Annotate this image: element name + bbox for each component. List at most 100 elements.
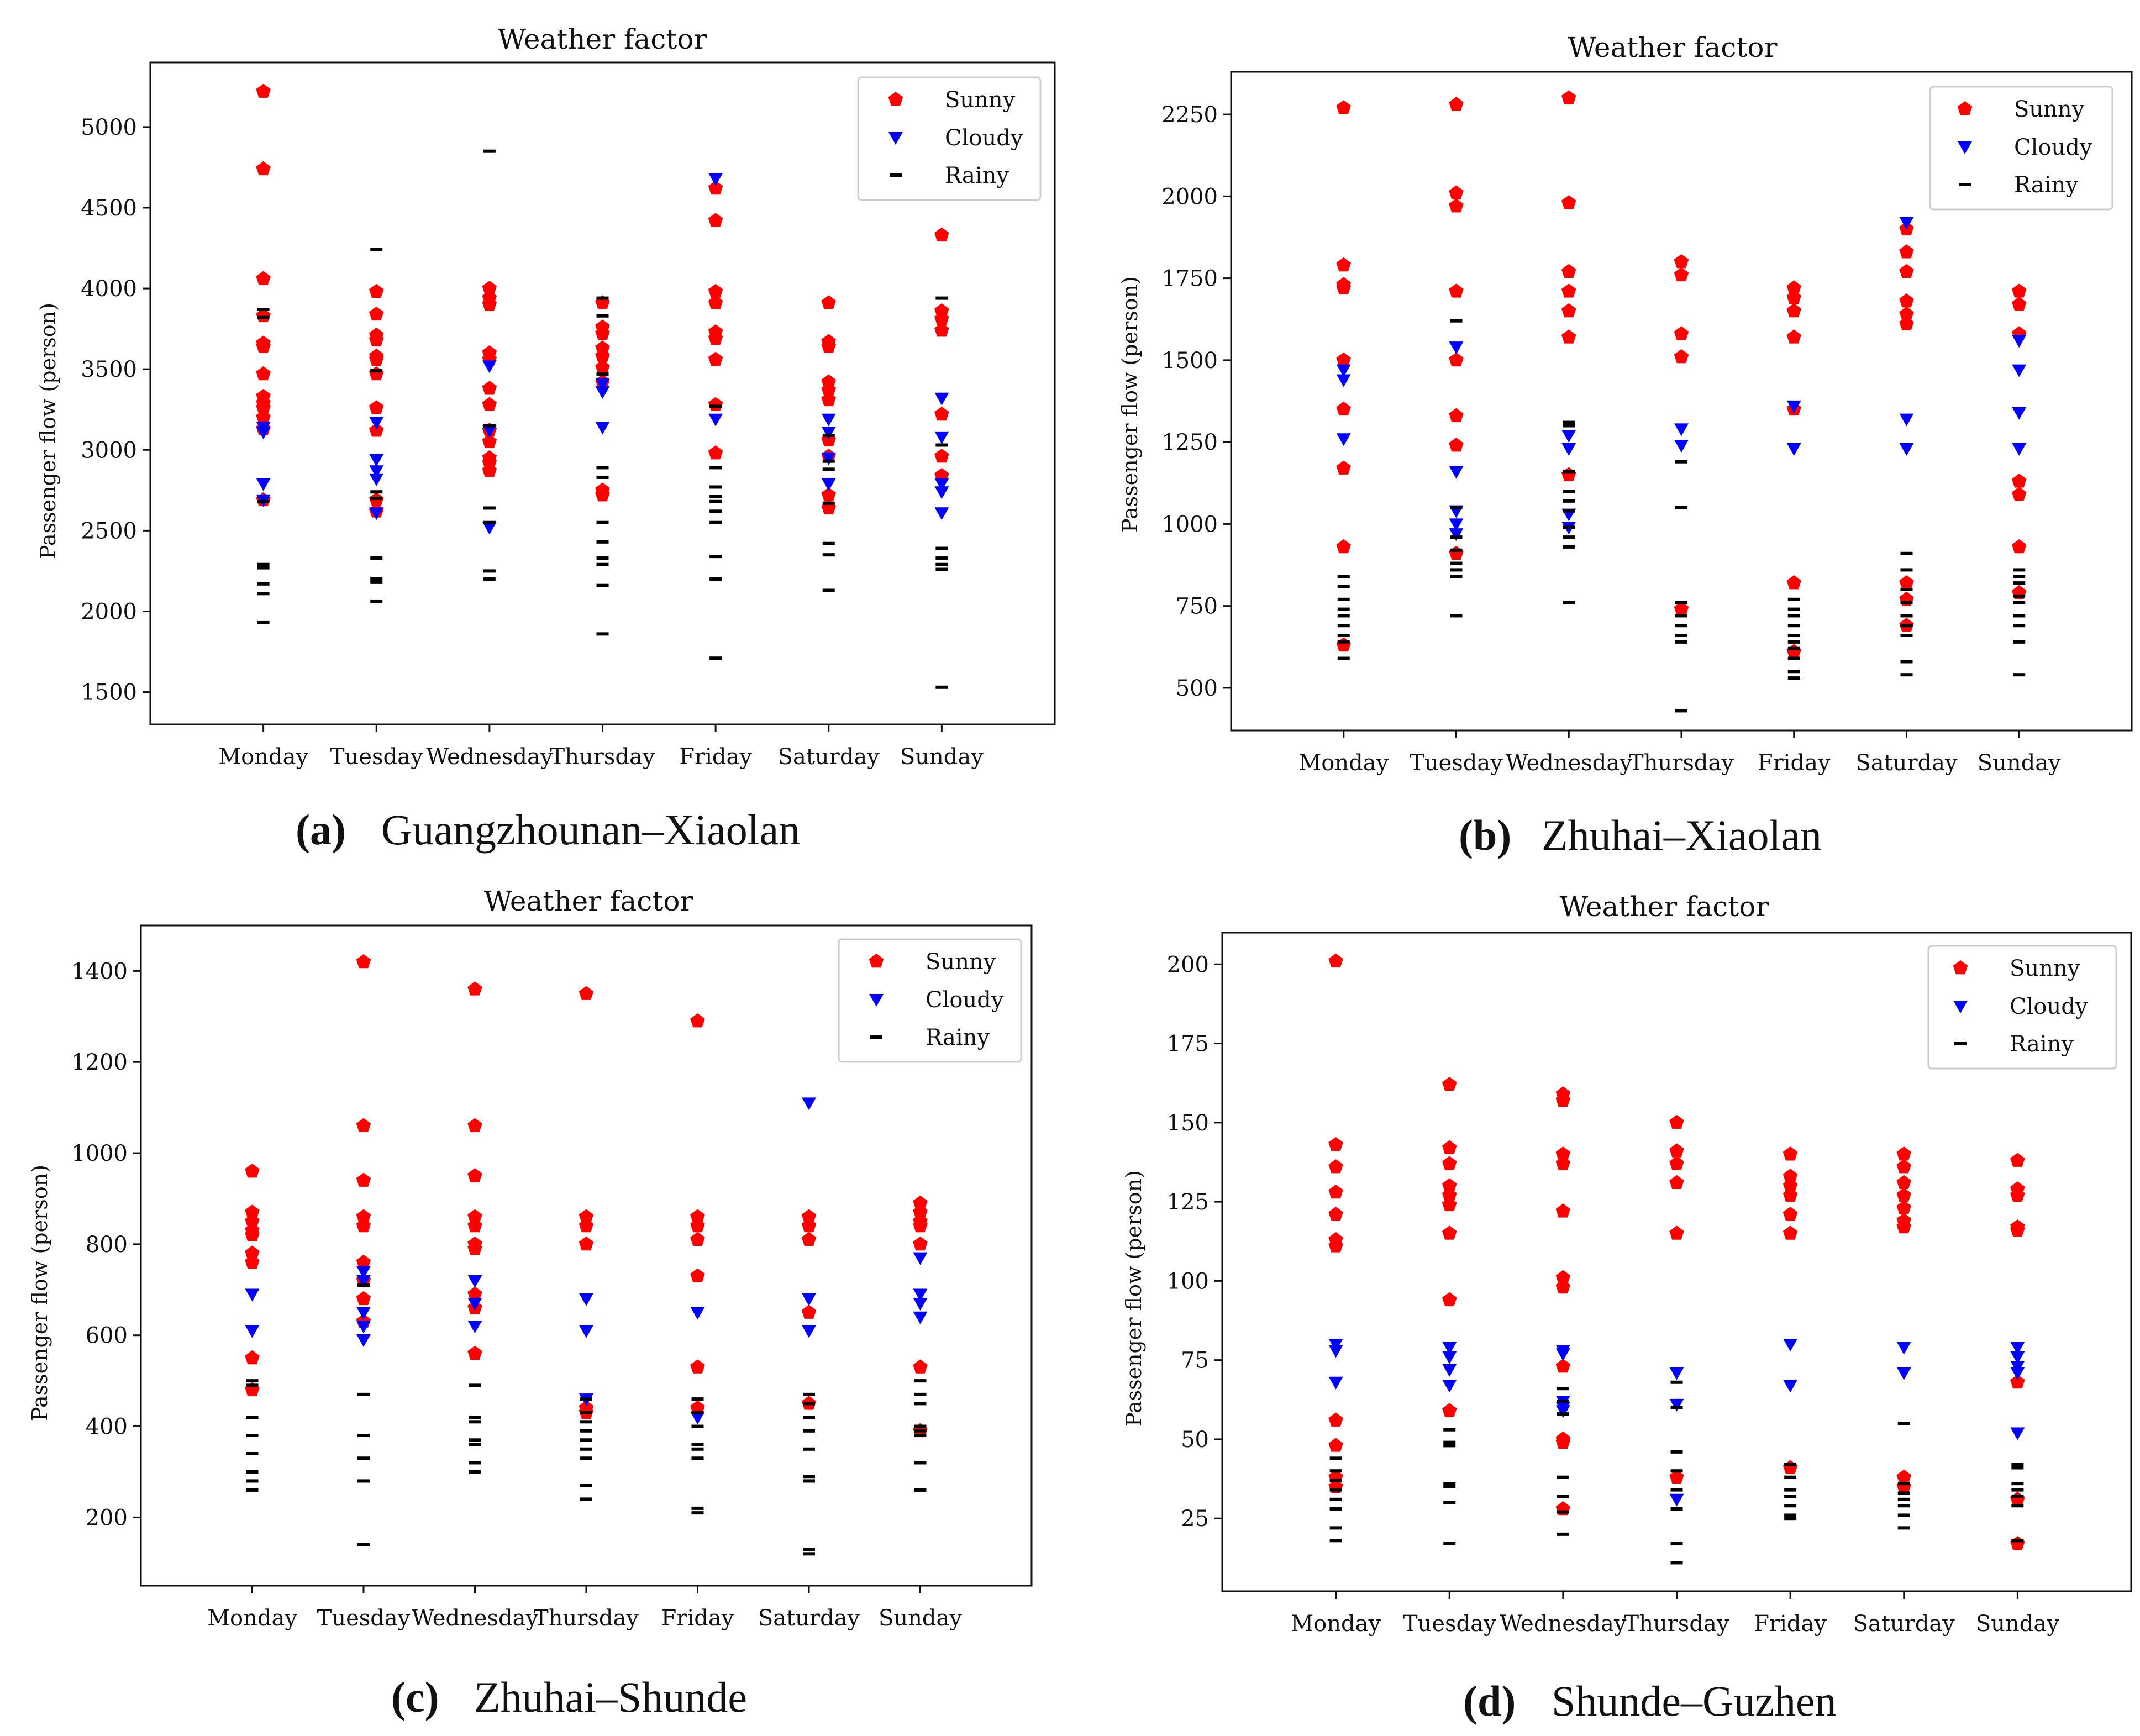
data-point-rainy — [1557, 1510, 1569, 1514]
legend-cloudy-label: Cloudy — [926, 987, 1004, 1013]
data-point-rainy — [1557, 1475, 1569, 1479]
data-point-rainy — [1900, 614, 1913, 618]
data-point-rainy — [1329, 1497, 1342, 1501]
data-point-cloudy — [1442, 1364, 1457, 1377]
data-point-rainy — [246, 1416, 259, 1419]
data-point-rainy — [370, 556, 383, 560]
data-point-cloudy — [1669, 1367, 1684, 1380]
legend: Sunny Cloudy Rainy — [857, 76, 1042, 201]
data-point-rainy — [1329, 1469, 1342, 1473]
data-point-rainy — [357, 1392, 370, 1396]
data-point-rainy — [2013, 640, 2026, 644]
data-point-cloudy — [913, 1252, 928, 1265]
data-point-cloudy — [1669, 1493, 1684, 1507]
data-point-rainy — [357, 1456, 370, 1460]
data-point-rainy — [483, 569, 496, 573]
data-point-rainy — [483, 506, 496, 510]
data-point-cloudy — [1449, 528, 1464, 541]
data-point-sunny — [1669, 1143, 1684, 1158]
x-tick-label: Sunday — [879, 1606, 962, 1631]
data-point-rainy — [914, 1461, 927, 1465]
data-point-cloudy — [1449, 341, 1464, 355]
data-point-rainy — [469, 1383, 481, 1387]
data-point-cloudy — [1786, 443, 1801, 456]
data-point-sunny — [1896, 1146, 1912, 1161]
data-point-rainy — [1443, 1501, 1456, 1504]
data-point-rainy — [914, 1488, 927, 1492]
panel-label: (c) — [391, 1673, 439, 1721]
data-point-sunny — [1328, 1412, 1343, 1427]
data-point-sunny — [1328, 1184, 1343, 1199]
data-point-rainy — [580, 1497, 592, 1501]
x-tick-label: Tuesday — [330, 744, 423, 770]
data-point-rainy — [483, 520, 496, 524]
data-point-sunny — [245, 1350, 260, 1365]
x-tick-label: Thursday — [534, 1606, 639, 1631]
data-point-rainy — [1563, 420, 1575, 424]
data-point-cloudy — [595, 422, 610, 435]
data-point-rainy — [1675, 640, 1687, 644]
data-point-sunny — [1449, 352, 1464, 367]
data-point-sunny — [934, 406, 949, 421]
data-point-sunny — [1669, 1225, 1684, 1240]
legend-rainy-label: Rainy — [926, 1025, 990, 1050]
data-point-sunny — [1899, 293, 1914, 308]
data-point-rainy — [1329, 1488, 1342, 1492]
data-point-sunny — [1328, 1159, 1343, 1174]
data-point-rainy — [803, 1429, 815, 1433]
data-point-cloudy — [2012, 364, 2027, 377]
data-point-rainy — [596, 556, 609, 560]
legend-rainy-label: Rainy — [2010, 1032, 2074, 1057]
data-point-rainy — [1337, 597, 1350, 601]
panel-label: (a) — [296, 806, 346, 854]
data-point-sunny — [595, 360, 610, 374]
data-point-rainy — [1329, 1526, 1342, 1530]
data-point-rainy — [1337, 634, 1350, 638]
data-point-rainy — [1329, 1456, 1342, 1460]
data-point-rainy — [1329, 1479, 1342, 1482]
data-point-sunny — [1669, 1114, 1684, 1129]
data-point-sunny — [1896, 1175, 1912, 1190]
data-point-rainy — [257, 315, 270, 319]
chart-panel-c: Weather factor Passenger flow (person) 2… — [28, 885, 1033, 1721]
data-point-rainy — [246, 1379, 259, 1383]
data-point-rainy — [1563, 470, 1575, 474]
data-point-sunny — [1561, 283, 1576, 298]
y-tick-label: 400 — [86, 1414, 128, 1440]
y-tick-label: 1500 — [81, 680, 137, 706]
x-tick-label: Monday — [1298, 750, 1389, 776]
data-point-sunny — [934, 227, 949, 241]
data-point-rainy — [596, 372, 609, 376]
data-point-rainy — [1337, 614, 1350, 618]
data-point-rainy — [370, 577, 383, 581]
data-point-rainy — [914, 1392, 927, 1396]
data-point-cloudy — [2012, 443, 2027, 456]
data-point-sunny — [467, 1168, 482, 1182]
data-point-sunny — [356, 1118, 371, 1132]
data-point-cloudy — [2012, 335, 2027, 348]
data-point-rainy — [1443, 1485, 1456, 1488]
y-tick-label: 3000 — [81, 438, 137, 463]
data-point-sunny — [2011, 539, 2027, 554]
data-point-sunny — [356, 1291, 371, 1306]
data-point-rainy — [580, 1484, 592, 1487]
data-point-sunny — [1561, 329, 1576, 344]
data-point-sunny — [690, 1268, 705, 1282]
data-point-sunny — [1786, 303, 1802, 318]
data-point-rainy — [822, 588, 835, 592]
data-point-rainy — [803, 1402, 815, 1406]
data-point-cloudy — [369, 454, 384, 467]
data-point-sunny — [579, 986, 594, 1000]
legend-rainy-marker — [890, 173, 902, 177]
x-tick-label: Sunday — [1978, 750, 2061, 776]
data-point-sunny — [1674, 254, 1689, 269]
data-point-cloudy — [1328, 1345, 1343, 1358]
data-point-sunny — [1336, 460, 1352, 475]
data-point-rainy — [691, 1511, 704, 1515]
data-point-rainy — [246, 1452, 259, 1455]
data-point-rainy — [914, 1429, 927, 1433]
y-tick-label: 500 — [1176, 676, 1218, 701]
data-point-rainy — [803, 1447, 815, 1451]
data-point-sunny — [1449, 198, 1464, 213]
data-point-rainy — [1450, 548, 1463, 552]
